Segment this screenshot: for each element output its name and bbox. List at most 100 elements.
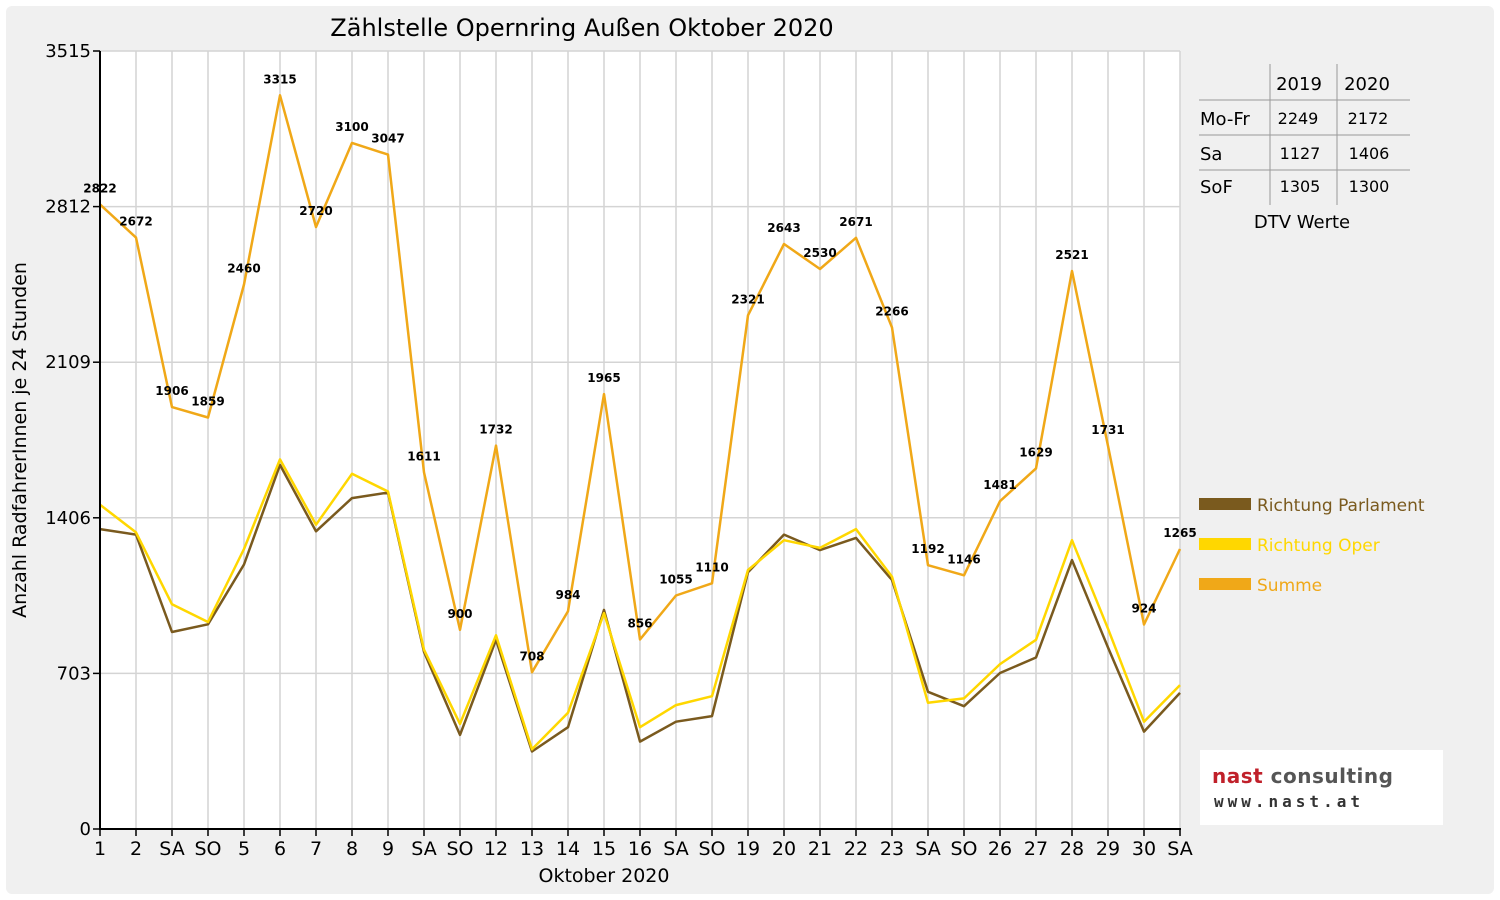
data-label: 2822 [83,181,116,195]
data-label: 2521 [1055,248,1088,262]
company-logo: nast consulting www.nast.at [1200,750,1443,825]
series-lines [99,94,1182,753]
x-tick-label: 20 [772,838,796,860]
series-line [99,463,1181,753]
y-tick-labels: 0 703 1406 2109 2812 3515 [45,41,91,840]
x-tick-label: SO [950,838,977,860]
y-axis-label: Anzahl RadfahrerInnen je 24 Stunden [9,262,31,618]
legend-label-oper: Richtung Oper [1257,536,1380,556]
data-label: 2671 [839,215,872,229]
x-tick-label: 2 [130,838,142,860]
x-tick-label: 22 [844,838,868,860]
table-row-label: Mo-Fr [1200,109,1250,130]
data-label: 2720 [299,204,332,218]
logo-brand-part-a: nast [1212,764,1264,788]
data-label: 1906 [155,384,188,398]
x-tick-label: 27 [1024,838,1048,860]
legend: Richtung Parlament Richtung Oper Summe [1199,496,1425,596]
legend-swatch-summe [1199,578,1251,590]
y-tick-label: 703 [57,663,91,684]
data-label: 1265 [1163,526,1196,540]
data-label: 900 [447,607,472,621]
data-label: 2321 [731,292,764,306]
x-tick-label: SA [663,838,688,860]
logo-brand: nast consulting [1212,764,1393,788]
x-tick-label: SA [1167,838,1192,860]
x-tick-label: 9 [382,838,394,860]
data-label: 1055 [659,572,692,586]
axes [93,50,1181,836]
y-tick-label: 2812 [45,197,91,218]
x-tick-label: SO [194,838,221,860]
data-label: 2672 [119,215,152,229]
data-label: 1146 [947,552,980,566]
series-line [99,94,1182,674]
table-caption: DTV Werte [1254,212,1350,233]
x-tick-label: 16 [628,838,652,860]
dtv-table: 2019 2020 Mo-Fr 2249 2172 Sa 1127 1406 S… [1199,64,1410,233]
legend-swatch-parlament [1199,498,1251,510]
x-tick-label: SO [698,838,725,860]
y-tick-label: 3515 [45,41,91,62]
table-cell: 1305 [1280,177,1321,196]
x-tick-label: SA [915,838,940,860]
chart-title: Zählstelle Opernring Außen Oktober 2020 [330,14,833,42]
x-tick-label: 6 [274,838,286,860]
table-cell: 1300 [1349,177,1390,196]
table-cell: 1127 [1280,144,1321,163]
legend-item-parlament: Richtung Parlament [1199,496,1425,516]
legend-label-summe: Summe [1257,576,1322,596]
x-tick-label: 28 [1060,838,1084,860]
x-tick-label: 8 [346,838,358,860]
data-label: 1859 [191,395,224,409]
data-label: 1732 [479,423,512,437]
data-label: 3047 [371,132,404,146]
data-label: 984 [555,588,580,602]
x-tick-label: 30 [1132,838,1156,860]
table-cell: 2172 [1348,109,1389,128]
logo-url: www.nast.at [1214,792,1364,811]
x-tick-label: 23 [880,838,904,860]
y-tick-label: 1406 [45,508,91,529]
data-label: 1965 [587,371,620,385]
data-label: 3100 [335,120,368,134]
table-cell: 1406 [1349,144,1390,163]
legend-label-parlament: Richtung Parlament [1257,496,1425,516]
x-tick-label: 7 [310,838,322,860]
x-tick-label: 21 [808,838,832,860]
x-tick-label: 1 [94,838,106,860]
x-axis-label: Oktober 2020 [539,865,670,887]
data-label: 2530 [803,246,836,260]
grid-lines [100,50,1181,829]
data-label: 708 [519,649,544,663]
x-tick-label: 19 [736,838,760,860]
x-tick-label: SA [159,838,184,860]
data-label: 3315 [263,72,296,86]
logo-brand-part-b: consulting [1263,764,1394,788]
data-label: 1481 [983,478,1016,492]
x-tick-label: 13 [520,838,544,860]
data-label: 2266 [875,304,908,318]
y-tick-label: 0 [80,819,91,840]
x-tick-label: 12 [484,838,508,860]
legend-item-summe: Summe [1199,576,1322,596]
table-row-label: Sa [1200,144,1222,165]
series-line [99,458,1181,751]
y-tick-label: 2109 [45,352,91,373]
data-label: 1110 [695,560,728,574]
x-tick-label: 29 [1096,838,1120,860]
data-label: 2460 [227,262,260,276]
data-label: 856 [627,617,652,631]
data-label: 2643 [767,221,800,235]
table-header-2020: 2020 [1344,74,1390,95]
x-tick-label: SO [446,838,473,860]
legend-item-oper: Richtung Oper [1199,536,1380,556]
x-tick-label: 15 [592,838,616,860]
x-tick-label: 5 [238,838,250,860]
x-tick-label: SA [411,838,436,860]
table-cell: 2249 [1278,109,1319,128]
x-tick-label: 14 [556,838,580,860]
data-label: 1611 [407,449,440,463]
